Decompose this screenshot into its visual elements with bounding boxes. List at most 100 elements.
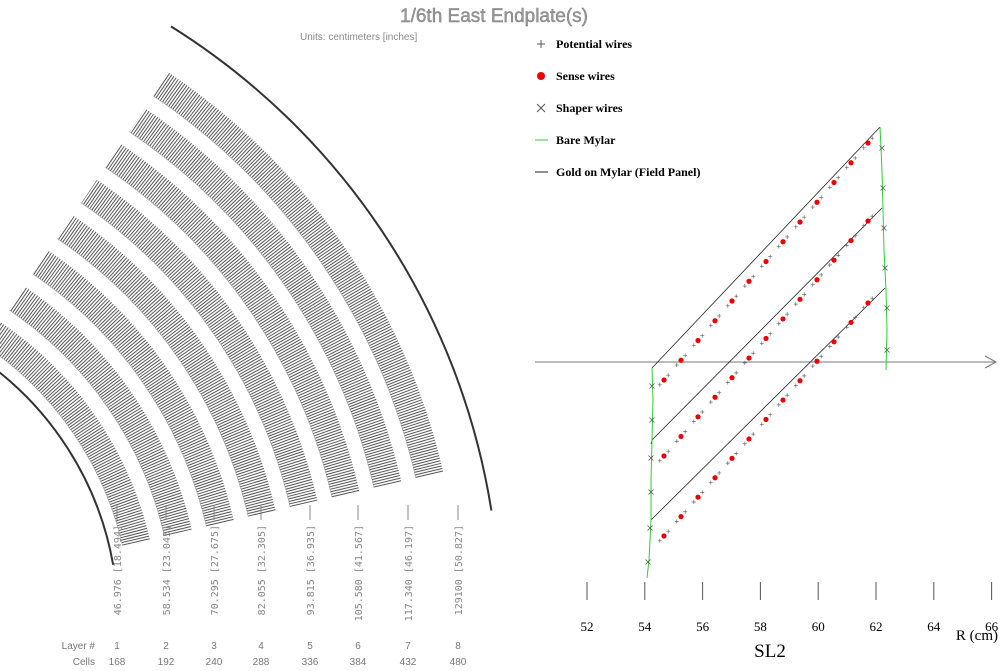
radius-label: 117.340 [46.197]: [404, 525, 415, 621]
potential-wire: [828, 345, 832, 349]
sense-wire: [678, 514, 683, 519]
axis-tick-label: 62: [870, 619, 883, 634]
sense-wire: [746, 436, 751, 441]
mylar-left: [647, 368, 653, 578]
potential-wire: [751, 351, 755, 355]
potential-wire: [811, 283, 815, 287]
sense-wire: [763, 417, 768, 422]
sense-wire: [814, 359, 819, 364]
potential-wire: [785, 312, 789, 316]
potential-wire: [845, 166, 849, 170]
potential-wire: [828, 185, 832, 189]
potential-wire: [717, 314, 721, 318]
sense-wire: [814, 277, 819, 282]
potential-wire: [870, 214, 874, 218]
sense-wire: [729, 456, 734, 461]
potential-wire: [726, 304, 730, 308]
sense-wire: [780, 316, 785, 321]
potential-wire: [726, 461, 730, 465]
sense-wire: [848, 238, 853, 243]
sense-wire: [661, 377, 666, 382]
potential-wire: [853, 156, 857, 160]
legend-dot: [537, 72, 545, 80]
potential-wire: [709, 400, 713, 404]
potential-wire: [794, 383, 798, 387]
sense-wire: [729, 298, 734, 303]
radius-label: 105.580 [41.567]: [354, 525, 365, 621]
potential-wire: [683, 353, 687, 357]
sense-wire: [797, 378, 802, 383]
cell-count: 192: [158, 657, 175, 668]
potential-wire: [751, 274, 755, 278]
sense-wire: [746, 355, 751, 360]
potential-wire: [777, 322, 781, 326]
potential-wire: [726, 380, 730, 384]
potential-wire: [683, 510, 687, 514]
potential-wire: [743, 361, 747, 365]
cells-heading: Cells: [73, 657, 95, 668]
potential-wire: [777, 403, 781, 407]
potential-wire: [802, 215, 806, 219]
sense-wire: [797, 219, 802, 224]
shaper-wire: [882, 226, 887, 231]
potential-wire: [768, 413, 772, 417]
cell-count: 168: [109, 657, 126, 668]
sense-wire: [848, 160, 853, 165]
radius-label: 46.976 [18.494]: [113, 525, 124, 615]
potential-wire: [717, 390, 721, 394]
potential-wire: [743, 442, 747, 446]
layer-number: 3: [211, 641, 217, 652]
layer-number: 8: [455, 641, 461, 652]
sense-wire: [678, 358, 683, 363]
shaper-wire: [885, 306, 890, 311]
cell-count: 432: [400, 657, 417, 668]
potential-wire: [862, 306, 866, 310]
shaper-wire: [880, 146, 885, 151]
legend-x: [537, 104, 545, 112]
inner-arc: [0, 360, 113, 565]
radius-label: 70.295 [27.675]: [210, 525, 221, 615]
potential-wire: [709, 481, 713, 485]
sense-wire: [780, 397, 785, 402]
sense-wire: [831, 180, 836, 185]
mylar-right: [880, 127, 887, 370]
potential-wire: [819, 195, 823, 199]
potential-wire: [658, 539, 662, 543]
potential-wire: [700, 334, 704, 338]
potential-wire: [692, 343, 696, 347]
potential-wire: [828, 263, 832, 267]
layer-number: 4: [258, 641, 264, 652]
layer-number: 5: [307, 641, 313, 652]
axis-label: R (cm): [956, 628, 998, 644]
cell-count: 384: [350, 657, 367, 668]
potential-wire: [658, 383, 662, 387]
shaper-wire: [648, 526, 653, 531]
radius-label: 82.055 [32.305]: [257, 525, 268, 615]
potential-wire: [777, 245, 781, 249]
potential-wire: [666, 529, 670, 533]
potential-wire: [658, 459, 662, 463]
shaper-wire: [881, 186, 886, 191]
cell-count: 240: [206, 657, 223, 668]
potential-wire: [675, 519, 679, 523]
sense-wire: [831, 339, 836, 344]
sense-wire: [763, 259, 768, 264]
potential-wire: [853, 234, 857, 238]
potential-wire: [760, 341, 764, 345]
sense-wire: [865, 300, 870, 305]
potential-wire: [760, 264, 764, 268]
shaper-wire: [646, 560, 651, 565]
sense-wire: [661, 453, 666, 458]
sense-wire: [695, 338, 700, 343]
potential-wire: [666, 373, 670, 377]
potential-wire: [734, 371, 738, 375]
potential-wire: [802, 293, 806, 297]
axis-tick-label: 58: [754, 619, 767, 634]
sense-wire: [814, 200, 819, 205]
sense-wire: [712, 318, 717, 323]
potential-wire: [768, 255, 772, 259]
sense-wire: [865, 218, 870, 223]
cell-diagram: Potential wiresSense wiresShaper wiresBa…: [535, 37, 999, 634]
potential-wire: [717, 471, 721, 475]
